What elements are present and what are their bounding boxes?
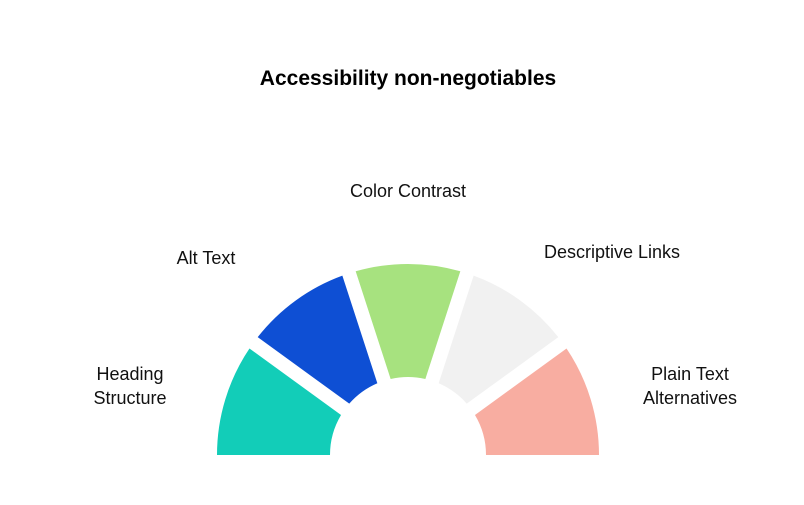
segment-label-4: Descriptive Links [544, 242, 680, 262]
segment-label-line: Descriptive Links [544, 242, 680, 262]
segment-label-5: Plain Text Alternatives [643, 364, 737, 408]
segment-label-line: Structure [93, 388, 166, 408]
segment-label-3: Color Contrast [350, 181, 466, 201]
segments-group [217, 264, 599, 455]
diagram-title: Accessibility non-negotiables [260, 67, 556, 90]
segment-label-1: Heading Structure [93, 364, 166, 408]
segment-label-line: Plain Text [651, 364, 729, 384]
segment-label-line: Alternatives [643, 388, 737, 408]
segment-2 [257, 275, 378, 404]
segment-label-line: Color Contrast [350, 181, 466, 201]
segment-3 [355, 264, 461, 379]
segment-label-line: Alt Text [177, 248, 236, 268]
segment-label-2: Alt Text [177, 248, 236, 268]
segment-label-line: Heading [96, 364, 163, 384]
segment-1 [217, 348, 342, 455]
labels-group: Heading Structure Alt Text Color Contrast De… [93, 181, 737, 408]
segment-4 [438, 275, 559, 404]
segment-5 [474, 348, 599, 455]
